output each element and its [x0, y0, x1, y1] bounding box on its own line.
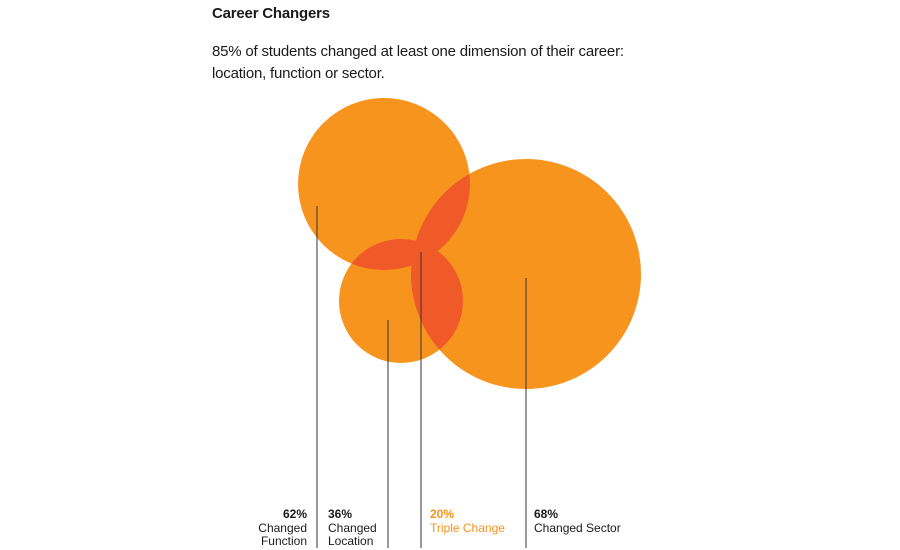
- value-label-sector: 68%: [534, 507, 559, 521]
- label-changed-sector: 68% Changed Sector: [534, 507, 621, 535]
- label-triple-change: 20% Triple Change: [430, 507, 505, 535]
- chart-title: Career Changers: [212, 5, 330, 22]
- category-label-function-line1: Changed: [258, 520, 307, 535]
- value-label-triple: 20%: [430, 507, 455, 521]
- category-label-location-line1: Changed: [328, 520, 377, 535]
- category-label-location-line2: Location: [328, 534, 374, 548]
- circle-changed-sector: [411, 159, 641, 389]
- label-changed-function: 62% Changed Function: [258, 507, 307, 549]
- label-changed-location: 36% Changed Location: [328, 507, 377, 549]
- category-label-triple: Triple Change: [430, 520, 505, 535]
- category-label-sector: Changed Sector: [534, 520, 621, 535]
- value-label-function: 62%: [282, 507, 307, 521]
- chart-subtitle: 85% of students changed at least one dim…: [212, 43, 624, 82]
- circles-group: [298, 98, 641, 389]
- value-label-location: 36%: [328, 507, 353, 521]
- category-label-function-line2: Function: [260, 534, 307, 548]
- leader-lines-group: [316, 206, 527, 548]
